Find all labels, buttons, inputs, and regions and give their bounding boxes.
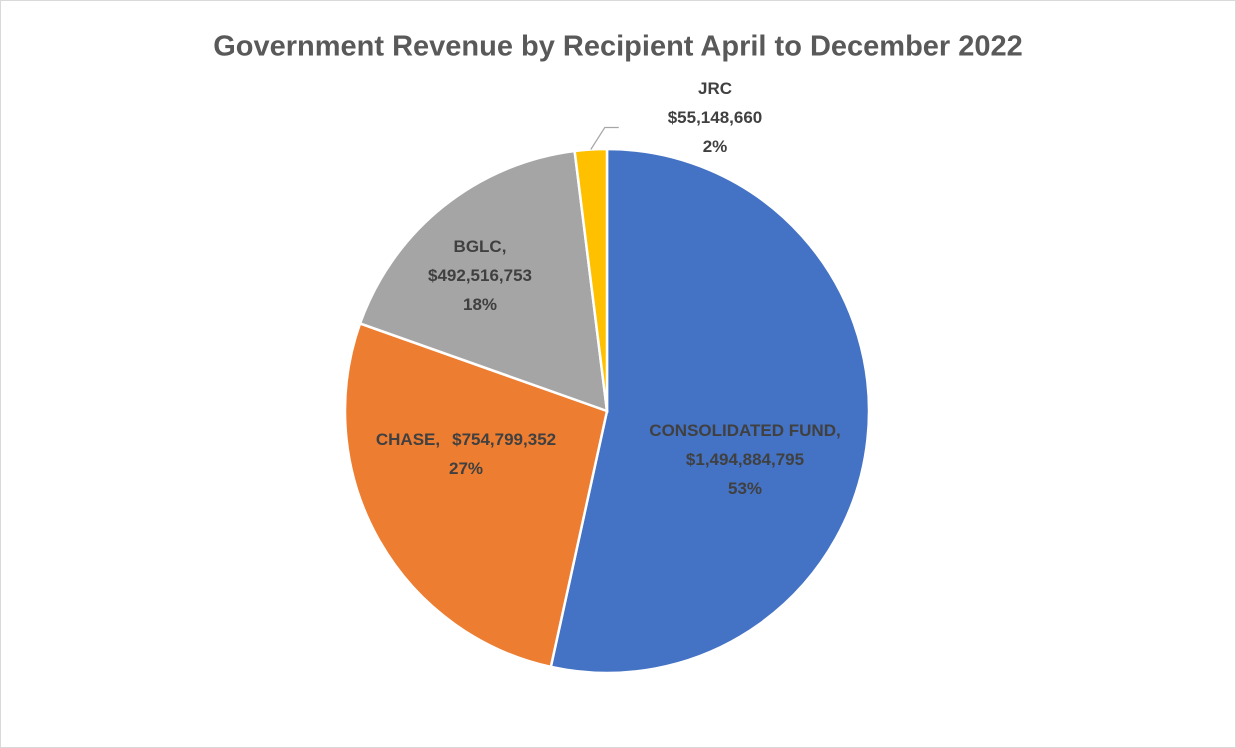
data-label: $55,148,660: [668, 108, 763, 127]
data-label: 27%: [449, 459, 483, 478]
data-label: BGLC,: [454, 237, 507, 256]
data-label-part: $55,148,660: [668, 108, 763, 127]
leader-line: [590, 126, 619, 150]
data-label: JRC: [698, 79, 732, 98]
data-label-part: 27%: [449, 459, 483, 478]
data-label: $492,516,753: [428, 266, 532, 285]
data-label-part: CONSOLIDATED FUND,: [649, 421, 840, 440]
data-label: $1,494,884,795: [686, 450, 804, 469]
data-label-part: $754,799,352: [452, 430, 556, 449]
pie-slice: [549, 147, 871, 675]
data-label-part: $492,516,753: [428, 266, 532, 285]
data-label-part: $1,494,884,795: [686, 450, 804, 469]
data-label-part: 53%: [728, 479, 762, 498]
data-label: 2%: [703, 137, 728, 156]
chart-title: Government Revenue by Recipient April to…: [213, 31, 1023, 63]
data-label: CONSOLIDATED FUND,: [649, 421, 840, 440]
data-label-part: 2%: [703, 137, 728, 156]
data-label: CHASE, $754,799,352: [376, 430, 556, 449]
data-label-part: JRC: [698, 79, 732, 98]
data-label: 53%: [728, 479, 762, 498]
data-label-part: 18%: [463, 295, 497, 314]
data-label: 18%: [463, 295, 497, 314]
pie-slice: [343, 321, 609, 669]
pie-slice: [358, 149, 609, 413]
data-label-part: BGLC,: [454, 237, 507, 256]
data-label-part: CHASE,: [376, 430, 440, 449]
